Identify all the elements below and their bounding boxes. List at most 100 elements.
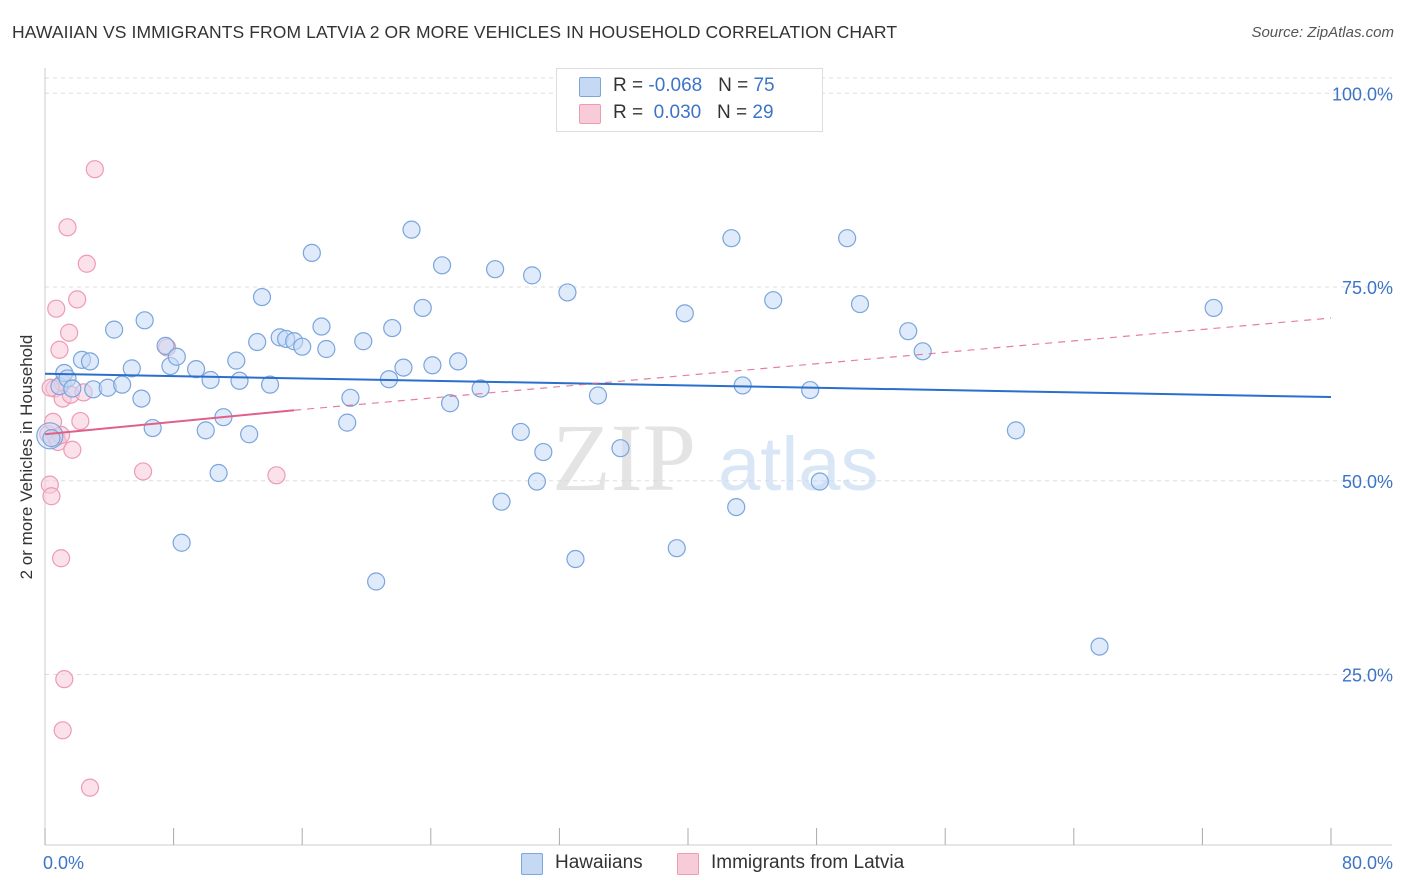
point-latvia — [85, 160, 104, 179]
point-hawaiians — [367, 572, 386, 591]
legend-label-latvia: Immigrants from Latvia — [711, 852, 905, 873]
point-hawaiians — [187, 360, 206, 379]
chart-title: HAWAIIAN VS IMMIGRANTS FROM LATVIA 2 OR … — [12, 22, 898, 42]
point-latvia — [77, 254, 96, 273]
point-hawaiians — [511, 422, 530, 442]
legend-swatch-pink — [579, 104, 601, 124]
point-hawaiians — [566, 549, 585, 569]
point-hawaiians — [522, 266, 542, 285]
point-hawaiians — [105, 320, 124, 339]
trend-latvia-dashed — [294, 317, 1332, 411]
r-value: 0.030 — [648, 102, 702, 123]
point-hawaiians — [167, 347, 186, 366]
point-hawaiians — [317, 339, 336, 359]
point-hawaiians — [850, 294, 870, 314]
point-hawaiians — [810, 472, 829, 491]
point-hawaiians — [486, 260, 505, 279]
point-latvia — [47, 299, 66, 318]
point-latvia — [60, 323, 79, 342]
point-hawaiians — [722, 229, 741, 248]
legend-swatch-blue — [521, 853, 543, 875]
point-hawaiians — [492, 492, 511, 511]
r-label: R = — [613, 75, 649, 96]
point-hawaiians — [312, 317, 331, 336]
point-hawaiians — [1006, 421, 1026, 440]
point-hawaiians — [143, 418, 162, 438]
point-hawaiians — [260, 375, 280, 394]
legend-stats-hawaiians: R = -0.068 N = 75 — [613, 75, 775, 97]
point-latvia — [51, 549, 71, 568]
point-hawaiians — [80, 352, 100, 371]
point-hawaiians — [63, 379, 82, 398]
axes — [44, 68, 1392, 846]
n-value: 75 — [753, 75, 775, 96]
point-latvia — [133, 462, 153, 481]
point-latvia — [63, 440, 82, 459]
legend-swatch-pink — [677, 853, 699, 875]
point-latvia — [55, 670, 74, 689]
point-hawaiians — [248, 332, 267, 352]
point-hawaiians — [899, 322, 918, 341]
point-hawaiians — [113, 375, 132, 394]
point-hawaiians — [449, 352, 468, 371]
point-hawaiians — [230, 371, 249, 390]
point-latvia — [53, 721, 72, 740]
series-latvia-points — [39, 160, 286, 797]
y-tick-label: 100.0% — [1332, 84, 1393, 104]
point-hawaiians — [201, 370, 220, 390]
watermark: ZIP atlas — [552, 404, 879, 511]
point-hawaiians — [801, 380, 820, 400]
trend-latvia — [44, 409, 295, 436]
point-hawaiians — [293, 337, 312, 356]
point-hawaiians — [558, 283, 577, 302]
point-hawaiians — [440, 394, 460, 413]
n-value: 29 — [752, 102, 774, 123]
point-hawaiians — [156, 336, 175, 355]
point-latvia — [68, 290, 87, 309]
watermark-zip: ZIP — [552, 404, 696, 511]
point-hawaiians — [588, 386, 608, 405]
legend-stats-latvia: R = 0.030 N = 29 — [613, 102, 774, 124]
point-hawaiians — [172, 533, 191, 552]
x-tick-label: 80.0% — [1342, 853, 1393, 873]
y-tick-label: 75.0% — [1342, 278, 1393, 298]
r-value: -0.068 — [648, 75, 703, 96]
point-hawaiians — [527, 472, 546, 491]
x-tick-label: 0.0% — [43, 853, 84, 873]
point-latvia — [58, 218, 77, 237]
watermark-atlas: atlas — [718, 422, 879, 507]
point-hawaiians — [611, 439, 630, 458]
point-hawaiians — [383, 318, 402, 338]
point-hawaiians — [675, 304, 694, 323]
tick-labels: 100.0% 75.0% 50.0% 25.0% 0.0% 80.0% — [43, 84, 1393, 873]
point-hawaiians — [402, 220, 421, 239]
point-hawaiians — [1090, 637, 1109, 656]
point-hawaiians — [413, 298, 432, 318]
y-tick-label: 25.0% — [1342, 666, 1393, 686]
point-hawaiians — [196, 421, 215, 440]
point-hawaiians — [471, 379, 490, 398]
point-latvia — [80, 778, 100, 797]
point-hawaiians — [423, 356, 442, 375]
point-hawaiians — [727, 498, 746, 517]
point-hawaiians — [534, 442, 553, 462]
point-latvia — [42, 487, 61, 506]
trend-hawaiians — [44, 372, 1332, 399]
r-label: R = — [613, 102, 649, 123]
point-latvia — [267, 466, 286, 485]
point-hawaiians — [341, 388, 360, 407]
trend-lines — [44, 317, 1332, 436]
y-tick-label: 50.0% — [1342, 472, 1393, 492]
point-hawaiians — [122, 359, 141, 378]
n-label: N = — [718, 75, 754, 96]
point-hawaiians — [132, 389, 151, 408]
point-hawaiians — [667, 539, 686, 558]
point-hawaiians — [227, 351, 246, 370]
point-hawaiians — [302, 243, 321, 262]
point-hawaiians — [135, 311, 154, 330]
legend-label-hawaiians: Hawaiians — [555, 852, 643, 873]
point-hawaiians — [394, 358, 413, 377]
y-axis-label: 2 or more Vehicles in Household — [17, 334, 36, 580]
point-latvia — [71, 411, 90, 431]
point-hawaiians — [913, 342, 932, 361]
